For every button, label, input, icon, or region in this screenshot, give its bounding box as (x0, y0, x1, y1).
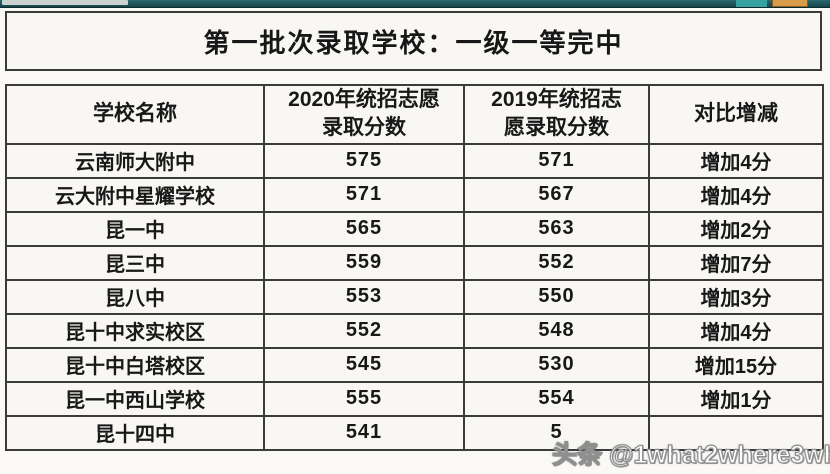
diff-cell: 增加2分 (648, 210, 824, 247)
score-2019-cell: 571 (463, 142, 650, 179)
score-2019-cell: 5 (463, 414, 650, 451)
col-header-2020-score: 2020年统招志愿 录取分数 (263, 84, 465, 145)
table-row: 云大附中星耀学校 571 567 增加4分 (5, 176, 824, 213)
teal-indicator (736, 0, 767, 7)
school-name-cell: 昆十中求实校区 (5, 312, 265, 349)
school-name-cell: 昆十中白塔校区 (5, 346, 265, 383)
diff-cell: 增加1分 (648, 380, 824, 417)
school-name-cell: 云南师大附中 (5, 142, 265, 179)
school-name-cell: 昆三中 (5, 244, 265, 281)
diff-cell: 增加3分 (648, 278, 824, 315)
score-2019-cell: 530 (463, 346, 650, 383)
table-title: 第一批次录取学校：一级一等完中 (5, 11, 822, 71)
school-name-cell: 昆十四中 (5, 414, 265, 451)
browser-tab-stub[interactable] (2, 0, 128, 5)
window-top-bar (0, 0, 830, 8)
admission-score-table: 学校名称 2020年统招志愿 录取分数 2019年统招志 愿录取分数 对比增减 … (5, 84, 824, 451)
score-2019-cell: 554 (463, 380, 650, 417)
table-row: 昆三中 559 552 增加7分 (5, 244, 824, 281)
diff-cell (648, 414, 824, 451)
score-2020-cell: 575 (263, 142, 465, 179)
table-row: 昆十中白塔校区 545 530 增加15分 (5, 346, 824, 383)
col-header-diff: 对比增减 (648, 84, 824, 145)
school-name-cell: 昆一中西山学校 (5, 380, 265, 417)
diff-cell: 增加7分 (648, 244, 824, 281)
col-header-school-name: 学校名称 (5, 84, 265, 145)
score-2019-cell: 563 (463, 210, 650, 247)
table-row: 昆十四中 541 5 (5, 414, 824, 451)
diff-cell: 增加4分 (648, 142, 824, 179)
score-2019-cell: 550 (463, 278, 650, 315)
school-name-cell: 昆一中 (5, 210, 265, 247)
score-2020-cell: 545 (263, 346, 465, 383)
table-row: 云南师大附中 575 571 增加4分 (5, 142, 824, 179)
school-name-cell: 昆八中 (5, 278, 265, 315)
table-row: 昆一中 565 563 增加2分 (5, 210, 824, 247)
col-header-2019-score: 2019年统招志 愿录取分数 (463, 84, 650, 145)
score-2020-cell: 553 (263, 278, 465, 315)
diff-cell: 增加15分 (648, 346, 824, 383)
diff-cell: 增加4分 (648, 312, 824, 349)
school-name-cell: 云大附中星耀学校 (5, 176, 265, 213)
header-row: 学校名称 2020年统招志愿 录取分数 2019年统招志 愿录取分数 对比增减 (5, 84, 824, 145)
score-2020-cell: 555 (263, 380, 465, 417)
score-2020-cell: 559 (263, 244, 465, 281)
score-2020-cell: 565 (263, 210, 465, 247)
score-2019-cell: 548 (463, 312, 650, 349)
score-2019-cell: 552 (463, 244, 650, 281)
table-row: 昆十中求实校区 552 548 增加4分 (5, 312, 824, 349)
diff-cell: 增加4分 (648, 176, 824, 213)
score-2020-cell: 541 (263, 414, 465, 451)
score-2020-cell: 571 (263, 176, 465, 213)
table-row: 昆八中 553 550 增加3分 (5, 278, 824, 315)
table-row: 昆一中西山学校 555 554 增加1分 (5, 380, 824, 417)
score-2019-cell: 567 (463, 176, 650, 213)
orange-indicator (772, 0, 808, 7)
score-2020-cell: 552 (263, 312, 465, 349)
